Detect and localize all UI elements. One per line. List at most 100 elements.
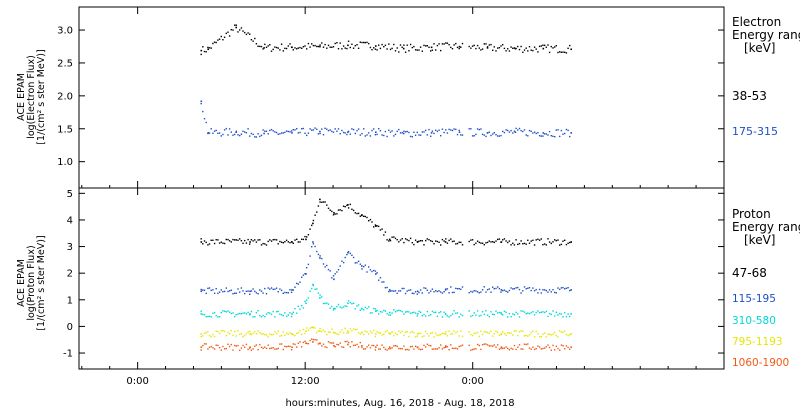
data-point (455, 243, 457, 245)
data-point (354, 212, 356, 214)
data-point (274, 131, 276, 133)
data-point (486, 331, 489, 334)
data-point (297, 331, 299, 334)
data-point (450, 129, 452, 131)
data-point (383, 346, 385, 349)
data-point (470, 290, 472, 293)
data-point (455, 128, 457, 131)
data-point (356, 262, 358, 264)
data-point (249, 347, 251, 349)
data-point (403, 44, 405, 46)
data-point (523, 49, 526, 51)
data-point (471, 45, 474, 47)
data-point (428, 344, 430, 347)
data-point (379, 332, 382, 334)
data-point (460, 241, 462, 244)
data-point (317, 253, 320, 256)
data-point (279, 133, 281, 135)
data-point (289, 289, 291, 291)
data-point (291, 333, 293, 335)
data-point (425, 129, 427, 132)
data-point (257, 330, 259, 332)
data-point (376, 344, 378, 346)
data-point (550, 45, 552, 48)
data-point (259, 343, 261, 346)
data-point (514, 47, 517, 50)
data-point (359, 309, 361, 311)
data-point (393, 309, 395, 311)
data-point (406, 44, 408, 46)
data-point (263, 47, 265, 49)
data-point (339, 133, 341, 135)
data-point (389, 290, 392, 292)
data-point (490, 330, 492, 332)
x-tick-label: 0:00 (461, 376, 483, 387)
data-point (423, 244, 425, 246)
data-point (461, 314, 464, 317)
data-point (476, 44, 479, 47)
data-point (240, 240, 243, 242)
data-point (503, 131, 506, 134)
data-point (259, 239, 261, 241)
data-point (250, 349, 253, 351)
data-point (473, 135, 475, 137)
data-point (203, 313, 206, 316)
data-point (307, 329, 310, 331)
data-point (512, 288, 514, 290)
data-point (507, 332, 509, 334)
data-point (533, 314, 536, 316)
data-point (495, 287, 497, 290)
data-point (263, 132, 265, 135)
data-point (537, 51, 539, 53)
data-point (349, 328, 351, 330)
data-point (371, 221, 373, 223)
data-point (207, 348, 209, 350)
data-point (357, 304, 360, 306)
data-point (371, 332, 373, 334)
data-point (450, 344, 452, 346)
data-point (289, 43, 291, 45)
data-point (270, 334, 273, 336)
data-point (525, 313, 527, 315)
data-point (488, 288, 490, 290)
data-point (309, 128, 311, 130)
data-point (478, 344, 480, 347)
data-point (468, 331, 470, 333)
data-point (374, 48, 377, 50)
data-point (351, 43, 353, 45)
data-point (542, 132, 545, 134)
data-point (239, 134, 241, 137)
data-point (520, 310, 522, 312)
data-point (324, 266, 326, 268)
data-point (299, 131, 301, 134)
data-point (280, 334, 283, 337)
data-point (565, 333, 568, 336)
data-point (458, 131, 461, 133)
data-point (438, 312, 440, 314)
data-point (451, 291, 454, 294)
electron-ytick-label: 2.5 (57, 58, 73, 69)
data-point (388, 332, 390, 334)
data-point (396, 292, 398, 294)
data-point (252, 332, 254, 335)
data-point (552, 310, 554, 312)
data-point (312, 283, 314, 286)
data-point (423, 131, 425, 133)
data-point (490, 134, 492, 137)
data-point (406, 348, 408, 351)
data-point (304, 332, 306, 335)
data-point (383, 234, 385, 236)
data-point (550, 135, 552, 137)
data-point (403, 287, 405, 290)
data-point (324, 346, 326, 348)
data-point (402, 47, 405, 50)
data-point (237, 134, 239, 136)
data-point (314, 288, 316, 290)
data-point (483, 244, 485, 246)
data-point (322, 46, 325, 48)
data-point (242, 30, 244, 32)
data-point (337, 344, 340, 346)
data-point (446, 346, 449, 348)
data-point (542, 44, 544, 46)
data-point (344, 327, 346, 329)
